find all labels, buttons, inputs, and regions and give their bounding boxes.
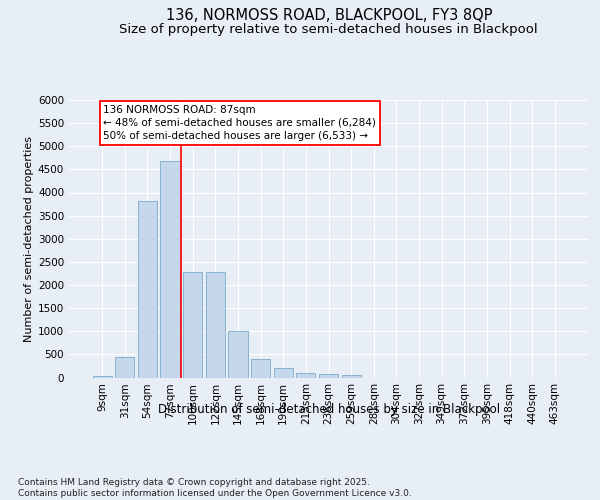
Bar [138, 201, 157, 378]
Bar [229, 331, 248, 378]
Bar [206, 272, 225, 378]
Bar [160, 161, 180, 378]
Bar [115, 356, 134, 378]
Y-axis label: Number of semi-detached properties: Number of semi-detached properties [24, 136, 34, 342]
Bar [251, 359, 270, 378]
Text: 136, NORMOSS ROAD, BLACKPOOL, FY3 8QP: 136, NORMOSS ROAD, BLACKPOOL, FY3 8QP [166, 8, 492, 22]
Bar [92, 376, 112, 378]
Text: Contains HM Land Registry data © Crown copyright and database right 2025.
Contai: Contains HM Land Registry data © Crown c… [18, 478, 412, 498]
Bar [296, 372, 316, 378]
Text: 136 NORMOSS ROAD: 87sqm
← 48% of semi-detached houses are smaller (6,284)
50% of: 136 NORMOSS ROAD: 87sqm ← 48% of semi-de… [103, 104, 376, 141]
Text: Distribution of semi-detached houses by size in Blackpool: Distribution of semi-detached houses by … [158, 402, 500, 415]
Bar [319, 374, 338, 378]
Bar [274, 368, 293, 378]
Bar [341, 375, 361, 378]
Bar [183, 272, 202, 378]
Text: Size of property relative to semi-detached houses in Blackpool: Size of property relative to semi-detach… [119, 23, 538, 36]
